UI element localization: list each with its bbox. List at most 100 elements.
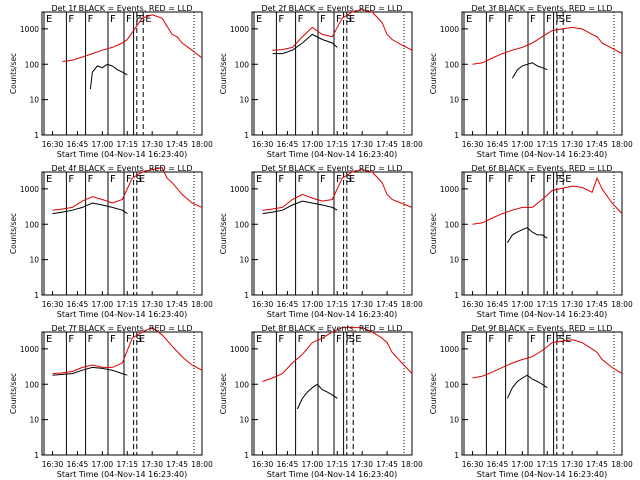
series-lld (472, 26, 623, 65)
plot-frame (41, 171, 203, 296)
x-axis-label: Start Time (04-Nov-14 16:23:40) (57, 150, 187, 159)
panel-title: Det 9f BLACK = Events, RED = LLD (471, 324, 612, 333)
event-marker-label: F (556, 334, 562, 345)
event-marker-label: F (508, 174, 514, 185)
event-marker-label: F (88, 334, 94, 345)
y-tick-label: 10 (449, 96, 459, 105)
event-marker-label: F (556, 174, 562, 185)
event-marker-label: F (320, 14, 326, 25)
x-tick-label: 18:00 (611, 300, 633, 309)
y-tick-label: 1 (34, 451, 39, 460)
event-marker-label: F (68, 14, 74, 25)
event-marker-label: F (320, 334, 326, 345)
x-axis-label: Start Time (04-Nov-14 16:23:40) (267, 150, 397, 159)
series-events (272, 33, 338, 55)
x-tick-label: 16:45 (67, 460, 89, 469)
y-tick-label: 1 (34, 291, 39, 300)
event-marker-label: E (139, 334, 145, 345)
event-marker-label: F (298, 14, 304, 25)
x-tick-label: 17:45 (166, 460, 188, 469)
event-marker-label: F (320, 174, 326, 185)
x-tick-label: 16:30 (462, 140, 484, 149)
event-marker-label: E (46, 174, 52, 185)
y-tick-label: 10 (239, 256, 249, 265)
x-tick-label: 17:00 (302, 140, 324, 149)
x-tick-label: 17:30 (561, 460, 583, 469)
y-tick-label: 1 (454, 451, 459, 460)
event-marker-label: F (530, 334, 536, 345)
y-tick-label: 1 (244, 451, 249, 460)
x-tick-label: 18:00 (401, 140, 423, 149)
x-tick-label: 16:30 (252, 460, 274, 469)
y-tick-label: 10 (239, 96, 249, 105)
event-marker-label: E (139, 174, 145, 185)
x-tick-label: 16:30 (252, 300, 274, 309)
event-marker-label: F (488, 334, 494, 345)
event-marker-label: S (346, 14, 352, 25)
x-tick-label: 17:45 (586, 140, 608, 149)
series-events (262, 200, 338, 215)
series-events (52, 366, 128, 376)
event-marker-label: F (126, 174, 132, 185)
event-marker-label: F (346, 334, 352, 345)
event-marker-label: F (336, 174, 342, 185)
y-axis-label: Counts/sec (429, 373, 438, 414)
event-marker-label: S (139, 14, 145, 25)
x-axis-label: Start Time (04-Nov-14 16:23:40) (57, 470, 187, 479)
y-axis-label: Counts/sec (429, 213, 438, 254)
x-tick-label: 17:15 (536, 300, 558, 309)
y-axis-label: Counts/sec (219, 213, 228, 254)
event-marker-label: F (68, 334, 74, 345)
y-tick-label: 100 (25, 380, 40, 389)
y-tick-label: 100 (445, 220, 460, 229)
x-tick-label: 17:00 (302, 460, 324, 469)
x-tick-label: 16:45 (67, 140, 89, 149)
y-tick-label: 100 (235, 60, 250, 69)
x-axis-label: Start Time (04-Nov-14 16:23:40) (267, 470, 397, 479)
event-marker-label: F (298, 334, 304, 345)
x-tick-label: 16:45 (67, 300, 89, 309)
event-marker-label: E (256, 334, 262, 345)
event-marker-label: F (488, 174, 494, 185)
panel-title: Det 3f BLACK = Events, RED = LLD (471, 4, 612, 13)
y-tick-label: 1000 (230, 25, 249, 34)
panel-title: Det 7f BLACK = Events, RED = LLD (51, 324, 192, 333)
series-lld (52, 167, 203, 211)
event-marker-label: F (278, 14, 284, 25)
x-tick-label: 16:30 (462, 300, 484, 309)
y-tick-label: 100 (445, 380, 460, 389)
x-tick-label: 17:30 (351, 460, 373, 469)
x-tick-label: 18:00 (191, 300, 213, 309)
x-axis-label: Start Time (04-Nov-14 16:23:40) (477, 310, 607, 319)
event-marker-label: S (346, 174, 352, 185)
x-tick-label: 17:15 (116, 460, 138, 469)
x-tick-label: 16:45 (487, 460, 509, 469)
series-events (89, 63, 128, 90)
x-tick-label: 17:30 (351, 140, 373, 149)
x-tick-label: 17:15 (326, 460, 348, 469)
plot-frame (41, 11, 203, 136)
event-marker-label: F (126, 14, 132, 25)
y-axis-label: Counts/sec (219, 373, 228, 414)
event-marker-label: F (508, 334, 514, 345)
x-tick-label: 18:00 (401, 460, 423, 469)
x-tick-label: 17:30 (141, 300, 163, 309)
y-tick-label: 1 (34, 131, 39, 140)
series-events (296, 383, 338, 410)
panel-title: Det 5f BLACK = Events, RED = LLD (261, 164, 402, 173)
x-tick-label: 18:00 (191, 460, 213, 469)
x-tick-label: 16:45 (487, 300, 509, 309)
y-tick-label: 1 (454, 131, 459, 140)
x-tick-label: 17:15 (536, 140, 558, 149)
y-tick-label: 1000 (440, 185, 459, 194)
plot-frame (251, 11, 413, 136)
plot-frame (251, 171, 413, 296)
x-tick-label: 17:45 (376, 460, 398, 469)
y-axis-label: Counts/sec (429, 53, 438, 94)
plot-frame (41, 331, 203, 456)
